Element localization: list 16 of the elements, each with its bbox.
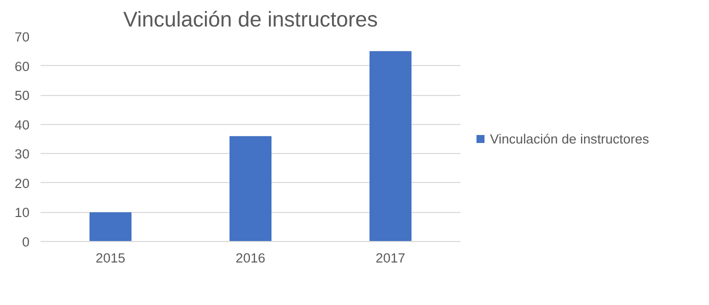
y-tick-label: 40	[14, 117, 30, 132]
y-tick-label: 20	[14, 176, 30, 191]
legend-label: Vinculación de instructores	[490, 131, 650, 146]
x-tick-label: 2015	[96, 250, 126, 266]
y-tick-label: 30	[14, 146, 30, 162]
y-tick-label: 0	[22, 234, 30, 250]
bar	[230, 136, 272, 242]
bar	[370, 51, 412, 242]
x-tick-label: 2016	[236, 250, 266, 266]
chart-title: Vinculación de instructores	[123, 8, 378, 32]
y-tick-label: 60	[14, 58, 30, 74]
x-tick-label: 2017	[376, 250, 406, 266]
y-tick-label: 10	[14, 205, 30, 220]
y-tick-label: 50	[14, 88, 30, 104]
bar	[90, 212, 132, 242]
y-tick-label: 70	[14, 30, 30, 44]
